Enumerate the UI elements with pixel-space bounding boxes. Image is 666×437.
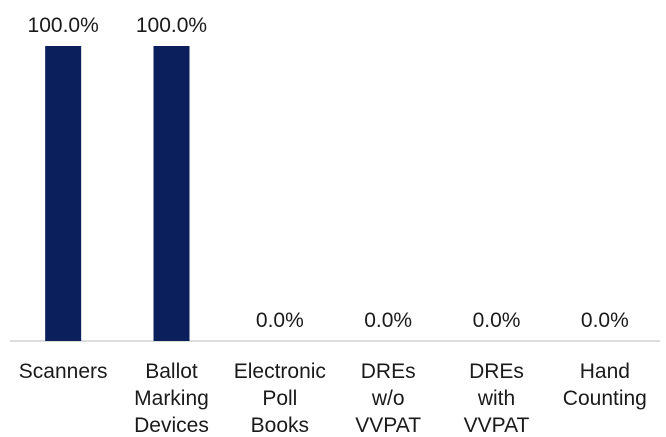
- category-label-1-line-1: Marking: [134, 387, 209, 410]
- value-labels-group: 100.0% 100.0% 0.0% 0.0% 0.0% 0.0%: [28, 14, 629, 332]
- category-label-1: Ballot Marking Devices: [134, 360, 209, 437]
- category-label-4-line-1: with: [477, 387, 515, 410]
- bars-group: [45, 46, 190, 341]
- category-labels-group: Scanners Ballot Marking Devices Electronic Po…: [19, 360, 647, 437]
- value-label-3: 0.0%: [364, 309, 412, 332]
- value-label-4: 0.0%: [473, 309, 521, 332]
- category-label-5-line-1: Counting: [563, 387, 647, 410]
- bar-1: [153, 46, 190, 341]
- value-label-0: 100.0%: [28, 14, 99, 37]
- value-label-5: 0.0%: [581, 309, 629, 332]
- category-label-2-line-1: Poll: [262, 387, 297, 410]
- category-label-5: Hand Counting: [563, 360, 647, 410]
- category-label-2-line-0: Electronic: [234, 360, 326, 383]
- category-label-1-line-0: Ballot: [145, 360, 198, 383]
- category-label-3-line-1: w/o: [371, 387, 405, 410]
- category-label-4-line-2: VVPAT: [464, 414, 530, 437]
- category-label-2: Electronic Poll Books: [234, 360, 326, 437]
- value-label-1: 100.0%: [136, 14, 207, 37]
- category-label-0: Scanners: [19, 360, 108, 383]
- value-label-2: 0.0%: [256, 309, 304, 332]
- category-label-4: DREs with VVPAT: [464, 360, 530, 437]
- category-label-3: DREs w/o VVPAT: [355, 360, 421, 437]
- category-label-3-line-0: DREs: [361, 360, 416, 383]
- category-label-1-line-2: Devices: [134, 414, 209, 437]
- category-label-3-line-2: VVPAT: [355, 414, 421, 437]
- category-label-0-line-0: Scanners: [19, 360, 108, 383]
- category-label-4-line-0: DREs: [469, 360, 524, 383]
- bar-0: [45, 46, 82, 341]
- category-label-2-line-2: Books: [251, 414, 309, 437]
- category-label-5-line-0: Hand: [580, 360, 630, 383]
